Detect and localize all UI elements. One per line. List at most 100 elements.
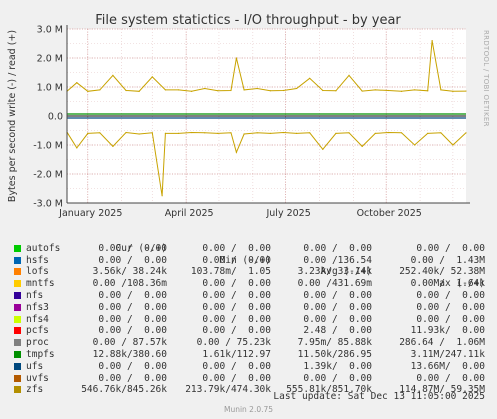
data-point-zfs-write: [217, 132, 219, 134]
legend-max-value: 252.40k/ 52.38M: [399, 266, 485, 278]
legend-avg-value: 0.00 / 0.00: [303, 313, 372, 325]
legend-header-cur: Cur (-/+): [115, 242, 167, 254]
legend-max-value: 0.00 / 0.00: [416, 289, 485, 301]
legend-row-zfs: zfs 546.76k/845.26k 213.79k/474.30k 555.81k…: [0, 384, 497, 396]
data-point-zfs-read: [452, 90, 454, 92]
y-tick-label: 0.0: [48, 112, 63, 123]
legend-name: nfs3: [26, 301, 49, 313]
legend-min-value: 0.00 / 0.00: [202, 254, 271, 266]
legend-avg-value: 0.00 / 0.00: [303, 372, 372, 384]
legend-swatch: [14, 362, 21, 370]
y-tick-label: -2.0 M: [33, 170, 63, 181]
data-point-zfs-read: [465, 90, 467, 92]
legend-max-value: 13.66M/ 0.00: [410, 360, 485, 372]
plot-area: 3.0 M 2.0 M 1.0 M 0.0 -1.0 M -2.0 M -3.0 MJanu…: [33, 25, 470, 219]
legend-avg-value: 1.39k/ 0.00: [303, 360, 372, 372]
legend-avg-value: 7.95m/ 85.88k: [297, 337, 372, 349]
x-tick-label: April 2025: [165, 208, 214, 219]
data-point-zfs-read: [151, 76, 153, 78]
last-update: Last update: Sat Dec 13 11:05:00 2025: [273, 391, 485, 402]
legend-min-value: 0.00 / 0.00: [202, 372, 271, 384]
legend-min-value: 0.00 / 0.00: [202, 360, 271, 372]
legend-name: pcfs: [26, 325, 49, 337]
legend-swatch: [14, 374, 21, 382]
data-point-zfs-write: [76, 147, 78, 149]
data-point-zfs-read: [112, 74, 114, 76]
legend-row-hsfs: hsfs 0.00 / 0.00 0.00 / 0.00 0.00 /136.54 0.…: [0, 255, 497, 267]
data-point-zfs-read: [335, 90, 337, 92]
legend-avg-value: 0.00 / 0.00: [303, 289, 372, 301]
data-point-zfs-write: [112, 145, 114, 148]
legend-cur-value: 0.00 / 0.00: [98, 325, 167, 337]
data-point-zfs-write: [414, 144, 416, 146]
legend-header-min: Min (-/+): [219, 254, 271, 266]
legend-swatch: [14, 256, 21, 264]
legend-avg-value: 3.23k/ 33.14k: [297, 266, 372, 278]
legend-max-value: 0.00 / 0.00: [416, 372, 485, 384]
legend-swatch: [14, 291, 21, 299]
legend-name: nfs: [26, 289, 44, 301]
data-point-zfs-write: [164, 132, 166, 134]
y-tick-label: -3.0 M: [33, 199, 63, 210]
y-tick-label: 2.0 M: [37, 54, 63, 65]
legend-cur-value: 0.00 / 0.00: [98, 313, 167, 325]
legend-name: ufs: [26, 360, 44, 372]
data-point-zfs-read: [99, 89, 101, 91]
legend-name: uvfs: [26, 372, 49, 384]
legend-min-value: 1.61k/112.97: [202, 348, 271, 360]
legend-swatch: [14, 327, 21, 335]
y-tick-label: 1.0 M: [37, 83, 63, 94]
y-tick-label: -1.0 M: [33, 141, 63, 152]
legend-swatch: [14, 244, 21, 252]
y-tick-label: 3.0 M: [37, 25, 63, 36]
legend-avg-value: 0.00 / 0.00: [303, 301, 372, 313]
data-point-zfs-write: [295, 132, 298, 134]
legend-header-max: Max (-/+): [433, 278, 485, 290]
legend-cur-value: 12.88k/380.60: [92, 348, 167, 360]
legend-row-ufs: ufs 0.00 / 0.00 0.00 / 0.00 1.39k/ 0.00 13.6…: [0, 361, 497, 373]
legend-avg-value: 0.00 /136.54: [303, 254, 372, 266]
data-point-zfs-read: [427, 90, 429, 92]
legend-min-value: 0.00 / 75.23k: [196, 337, 271, 349]
data-point-zfs-write: [387, 131, 389, 134]
legend-row-nfs4: nfs4 0.00 / 0.00 0.00 / 0.00 0.00 / 0.00 0.0…: [0, 314, 497, 326]
data-point-zfs-read: [431, 40, 433, 42]
data-point-zfs-write: [99, 132, 101, 134]
data-point-zfs-write: [452, 144, 454, 146]
data-point-zfs-read: [217, 90, 219, 92]
legend-swatch: [14, 268, 21, 276]
data-point-zfs-write: [243, 133, 245, 135]
data-point-zfs-read: [282, 89, 285, 92]
legend-cur-value: 546.76k/845.26k: [81, 384, 167, 396]
legend-swatch: [14, 350, 21, 358]
legend-cur-value: 3.56k/ 38.24k: [92, 266, 167, 278]
legend-cur-value: 0.00 /108.36m: [92, 278, 167, 290]
legend-row-autofs: autofs 0.00 / 0.00 0.00 / 0.00 0.00 / 0.00 0…: [0, 243, 497, 255]
legend-row-tmpfs: tmpfs 12.88k/380.60 1.61k/112.97 11.50k/286…: [0, 349, 497, 361]
data-point-zfs-write: [87, 132, 89, 134]
legend-header: Cur (-/+) Min (-/+) Avg (-/+) Max (-/+): [0, 231, 497, 289]
data-point-zfs-read: [400, 90, 403, 92]
data-point-zfs-read: [204, 87, 206, 90]
data-point-zfs-write: [282, 131, 285, 134]
legend-max-value: 0.00 / 1.64k: [410, 278, 485, 290]
data-point-zfs-write: [230, 132, 232, 134]
data-point-zfs-read: [230, 89, 232, 92]
data-point-zfs-write: [191, 131, 193, 134]
legend-name: mntfs: [26, 278, 55, 290]
data-point-zfs-write: [400, 132, 403, 134]
data-point-zfs-write: [335, 132, 337, 134]
data-point-zfs-write: [177, 132, 180, 134]
data-point-zfs-write: [204, 132, 206, 134]
data-point-zfs-write: [361, 145, 363, 148]
data-point-zfs-read: [76, 82, 78, 84]
legend-min-value: 0.00 / 0.00: [202, 325, 271, 337]
legend-avg-value: 555.81k/851.70k: [286, 384, 372, 396]
munin-version: Munin 2.0.75: [223, 405, 274, 414]
data-point-zfs-read: [414, 89, 416, 91]
data-point-zfs-read: [164, 89, 166, 91]
data-point-zfs-read: [125, 89, 127, 92]
data-point-zfs-write: [440, 132, 442, 134]
legend-row-uvfs: uvfs 0.00 / 0.00 0.00 / 0.00 0.00 / 0.00 0.0…: [0, 373, 497, 385]
